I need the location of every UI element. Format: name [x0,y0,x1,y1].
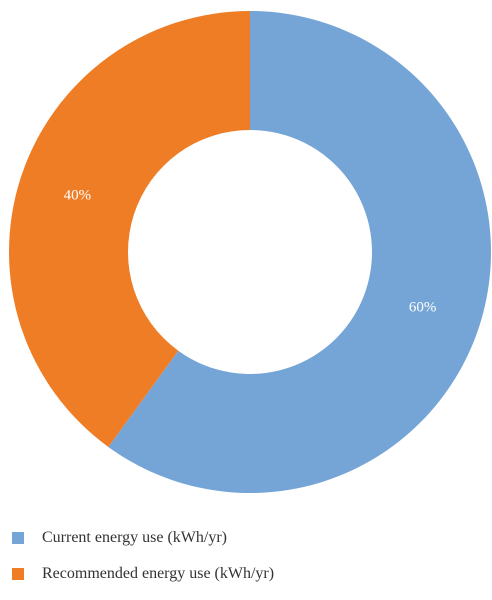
donut-slices [9,11,492,493]
legend-label-recommended: Recommended energy use (kWh/yr) [42,565,275,582]
donut-chart: 60% 40% [9,11,492,493]
slice-labels: 60% 40% [64,187,437,315]
legend: Current energy use (kWh/yr) Recommended … [12,528,274,600]
legend-item-current: Current energy use (kWh/yr) [12,528,274,548]
slice-label-recommended: 40% [64,187,92,203]
legend-item-recommended: Recommended energy use (kWh/yr) [12,564,274,584]
slice-current [108,11,492,493]
legend-label-current: Current energy use (kWh/yr) [42,529,227,546]
slice-recommended [9,11,250,447]
slice-label-current: 60% [409,300,437,316]
legend-swatch-current [12,532,24,544]
legend-swatch-recommended [12,568,24,580]
